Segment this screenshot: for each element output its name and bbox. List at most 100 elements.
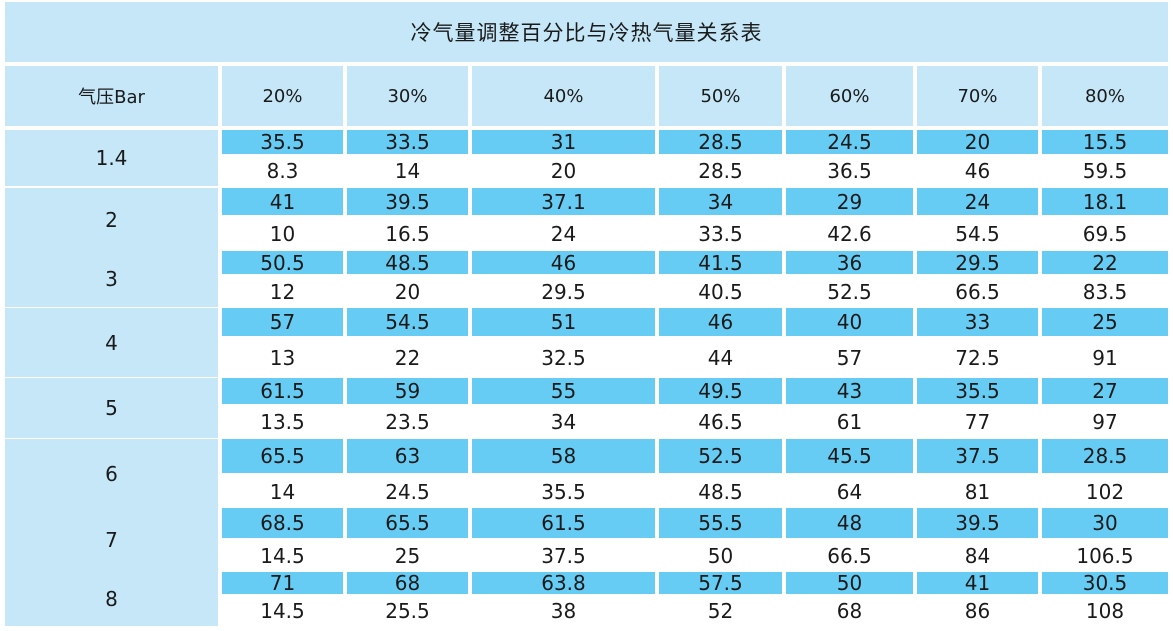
hot-airflow-cell: 77 xyxy=(917,406,1038,438)
hot-airflow-cell: 61 xyxy=(786,406,913,438)
hot-airflow-cell: 35.5 xyxy=(472,475,655,508)
hot-airflow-cell: 48.5 xyxy=(659,475,782,508)
hot-airflow-cell: 24 xyxy=(472,217,655,251)
hot-airflow-cell: 29.5 xyxy=(472,276,655,307)
hot-airflow-cell: 32.5 xyxy=(472,338,655,377)
cold-airflow-cell: 68 xyxy=(347,572,468,594)
hot-airflow-cell: 69.5 xyxy=(1042,217,1168,251)
hot-airflow-cell: 10 xyxy=(222,217,343,251)
percent-header: 40% xyxy=(472,66,655,126)
hot-airflow-cell: 14.5 xyxy=(222,596,343,626)
hot-airflow-cell: 13.5 xyxy=(222,406,343,438)
cold-airflow-cell: 37.1 xyxy=(472,188,655,215)
cold-airflow-cell: 49.5 xyxy=(659,378,782,404)
cold-airflow-cell: 39.5 xyxy=(347,188,468,215)
hot-airflow-cell: 86 xyxy=(917,596,1038,626)
cold-airflow-cell: 27 xyxy=(1042,378,1168,404)
cold-airflow-cell: 50.5 xyxy=(222,251,343,274)
cold-airflow-cell: 55 xyxy=(472,378,655,404)
hot-airflow-cell: 72.5 xyxy=(917,338,1038,377)
cold-airflow-cell: 48 xyxy=(786,508,913,538)
percent-header: 50% xyxy=(659,66,782,126)
hot-airflow-cell: 33.5 xyxy=(659,217,782,251)
hot-airflow-cell: 54.5 xyxy=(917,217,1038,251)
pressure-label: 5 xyxy=(5,378,218,438)
hot-airflow-cell: 106.5 xyxy=(1042,540,1168,572)
hot-airflow-cell: 52.5 xyxy=(786,276,913,307)
cold-airflow-cell: 65.5 xyxy=(347,508,468,538)
cold-airflow-cell: 31 xyxy=(472,130,655,154)
hot-airflow-cell: 102 xyxy=(1042,475,1168,508)
cold-airflow-cell: 25 xyxy=(1042,308,1168,336)
hot-airflow-cell: 24.5 xyxy=(347,475,468,508)
hot-airflow-cell: 25 xyxy=(347,540,468,572)
cold-airflow-cell: 15.5 xyxy=(1042,130,1168,154)
percent-header: 20% xyxy=(222,66,343,126)
cold-airflow-cell: 29.5 xyxy=(917,251,1038,274)
cold-airflow-cell: 41 xyxy=(222,188,343,215)
percent-header: 30% xyxy=(347,66,468,126)
hot-airflow-cell: 25.5 xyxy=(347,596,468,626)
cold-airflow-cell: 59 xyxy=(347,378,468,404)
hot-airflow-cell: 44 xyxy=(659,338,782,377)
hot-airflow-cell: 36.5 xyxy=(786,156,913,186)
pressure-label: 4 xyxy=(5,308,218,377)
hot-airflow-cell: 8.3 xyxy=(222,156,343,186)
pressure-column-header: 气压Bar xyxy=(5,66,218,126)
hot-airflow-cell: 14 xyxy=(222,475,343,508)
cold-airflow-cell: 24 xyxy=(917,188,1038,215)
cold-airflow-cell: 52.5 xyxy=(659,439,782,473)
percent-header: 60% xyxy=(786,66,913,126)
cold-airflow-cell: 46 xyxy=(472,251,655,274)
hot-airflow-cell: 66.5 xyxy=(917,276,1038,307)
cold-airflow-cell: 33 xyxy=(917,308,1038,336)
pressure-label: 8 xyxy=(5,572,218,626)
hot-airflow-cell: 12 xyxy=(222,276,343,307)
pressure-label: 7 xyxy=(5,508,218,572)
cold-airflow-cell: 50 xyxy=(786,572,913,594)
cold-airflow-cell: 43 xyxy=(786,378,913,404)
hot-airflow-cell: 22 xyxy=(347,338,468,377)
hot-airflow-cell: 16.5 xyxy=(347,217,468,251)
cold-airflow-cell: 39.5 xyxy=(917,508,1038,538)
cold-airflow-cell: 55.5 xyxy=(659,508,782,538)
cold-airflow-cell: 24.5 xyxy=(786,130,913,154)
hot-airflow-cell: 42.6 xyxy=(786,217,913,251)
cold-airflow-cell: 30 xyxy=(1042,508,1168,538)
hot-airflow-cell: 59.5 xyxy=(1042,156,1168,186)
percent-header: 80% xyxy=(1042,66,1168,126)
cold-airflow-cell: 28.5 xyxy=(659,130,782,154)
cold-airflow-cell: 61.5 xyxy=(472,508,655,538)
cold-airflow-cell: 18.1 xyxy=(1042,188,1168,215)
hot-airflow-cell: 108 xyxy=(1042,596,1168,626)
hot-airflow-cell: 66.5 xyxy=(786,540,913,572)
cold-airflow-cell: 35.5 xyxy=(917,378,1038,404)
pressure-label: 2 xyxy=(5,188,218,251)
cold-airflow-cell: 45.5 xyxy=(786,439,913,473)
hot-airflow-cell: 81 xyxy=(917,475,1038,508)
cold-airflow-cell: 61.5 xyxy=(222,378,343,404)
hot-airflow-cell: 28.5 xyxy=(659,156,782,186)
hot-airflow-cell: 46 xyxy=(917,156,1038,186)
hot-airflow-cell: 14 xyxy=(347,156,468,186)
hot-airflow-cell: 13 xyxy=(222,338,343,377)
cold-airflow-cell: 37.5 xyxy=(917,439,1038,473)
hot-airflow-cell: 46.5 xyxy=(659,406,782,438)
cold-airflow-cell: 65.5 xyxy=(222,439,343,473)
percent-header: 70% xyxy=(917,66,1038,126)
cold-airflow-cell: 33.5 xyxy=(347,130,468,154)
cold-airflow-cell: 34 xyxy=(659,188,782,215)
hot-airflow-cell: 40.5 xyxy=(659,276,782,307)
pressure-label: 6 xyxy=(5,439,218,508)
hot-airflow-cell: 97 xyxy=(1042,406,1168,438)
cold-airflow-cell: 57 xyxy=(222,308,343,336)
hot-airflow-cell: 23.5 xyxy=(347,406,468,438)
cold-airflow-cell: 54.5 xyxy=(347,308,468,336)
cold-airflow-cell: 35.5 xyxy=(222,130,343,154)
cold-airflow-cell: 41 xyxy=(917,572,1038,594)
cold-airflow-cell: 40 xyxy=(786,308,913,336)
cold-airflow-cell: 41.5 xyxy=(659,251,782,274)
hot-airflow-cell: 20 xyxy=(472,156,655,186)
hot-airflow-cell: 91 xyxy=(1042,338,1168,377)
